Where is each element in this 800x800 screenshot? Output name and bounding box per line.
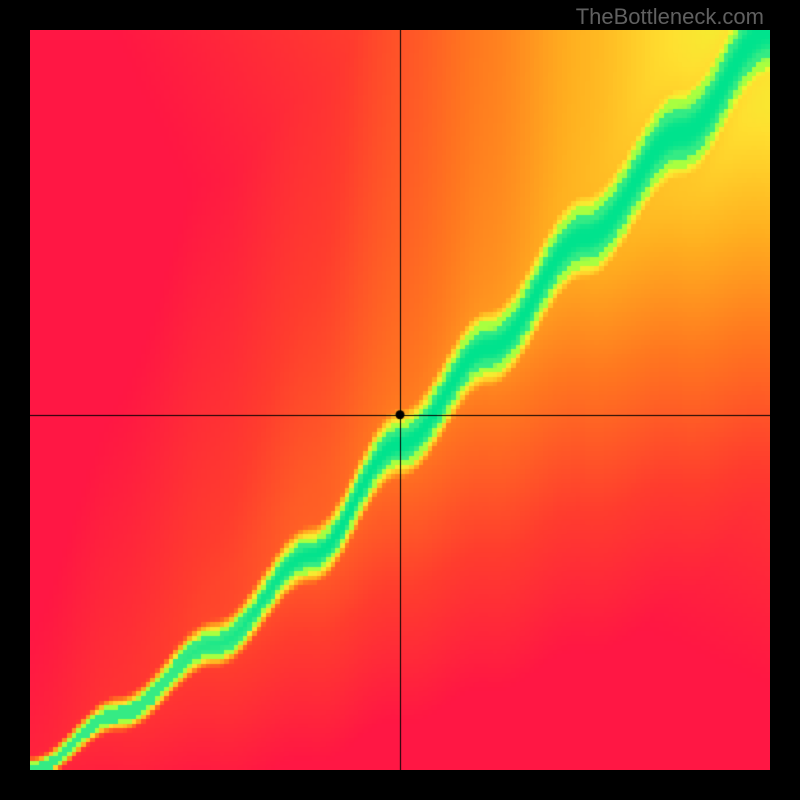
- watermark-text: TheBottleneck.com: [576, 4, 764, 30]
- chart-frame: [0, 0, 800, 800]
- bottleneck-heatmap: [30, 30, 770, 770]
